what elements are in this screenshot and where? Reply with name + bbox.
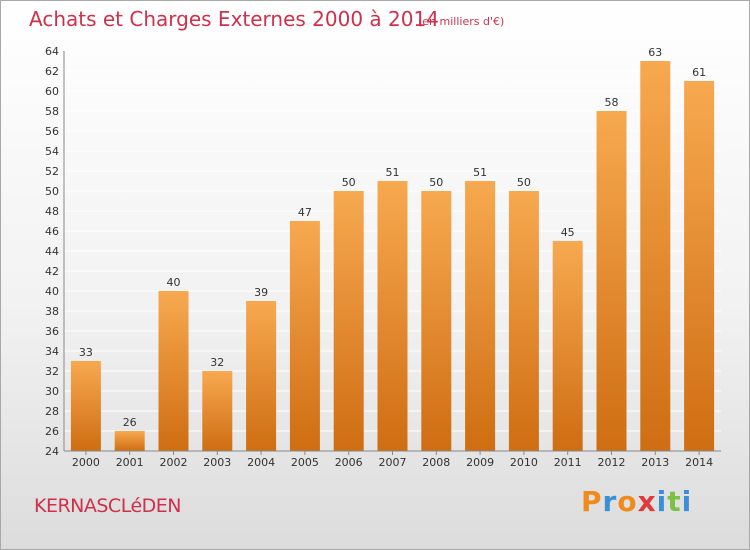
y-tick-label: 58 xyxy=(45,105,59,118)
data-label-2010: 50 xyxy=(517,176,531,189)
data-label-2008: 50 xyxy=(429,176,443,189)
logo-letter: x xyxy=(637,485,657,518)
bar-2008 xyxy=(421,191,452,451)
chart-title: Achats et Charges Externes 2000 à 2014 xyxy=(29,7,439,31)
y-tick-label: 26 xyxy=(45,425,59,438)
bar-2002 xyxy=(158,291,189,451)
y-tick-label: 44 xyxy=(45,245,59,258)
data-label-2000: 33 xyxy=(79,346,93,359)
data-label-2003: 32 xyxy=(210,356,224,369)
x-tick-label: 2005 xyxy=(291,456,319,469)
data-label-2009: 51 xyxy=(473,166,487,179)
y-tick-label: 40 xyxy=(45,285,59,298)
bar-2001 xyxy=(114,431,145,451)
data-label-2011: 45 xyxy=(561,226,575,239)
logo-letter: r xyxy=(602,485,618,518)
data-label-2007: 51 xyxy=(386,166,400,179)
y-tick-label: 30 xyxy=(45,385,59,398)
bar-2011 xyxy=(552,241,583,451)
x-tick-label: 2004 xyxy=(247,456,275,469)
x-tick-label: 2000 xyxy=(72,456,100,469)
x-axis-ticks: 2000 2001 2002 2003 2004 2005 2006 2007 2008 2009… xyxy=(72,451,713,469)
x-tick-label: 2003 xyxy=(203,456,231,469)
y-tick-label: 62 xyxy=(45,65,59,78)
bar-2003 xyxy=(202,371,233,451)
y-tick-label: 32 xyxy=(45,365,59,378)
logo-letter: P xyxy=(581,485,603,518)
bars xyxy=(70,61,715,451)
axes xyxy=(63,51,721,452)
x-tick-label: 2002 xyxy=(160,456,188,469)
bar-2007 xyxy=(377,181,408,451)
y-axis-ticks: 24 26 28 30 32 34 36 38 40 42 44 46 48 50 52 54 56 58 60 62… xyxy=(45,45,59,458)
y-tick-label: 56 xyxy=(45,125,59,138)
y-tick-label: 54 xyxy=(45,145,59,158)
x-tick-label: 2013 xyxy=(641,456,669,469)
bar-2000 xyxy=(70,361,101,451)
y-tick-label: 60 xyxy=(45,85,59,98)
x-tick-label: 2001 xyxy=(116,456,144,469)
y-tick-label: 28 xyxy=(45,405,59,418)
y-tick-label: 34 xyxy=(45,345,59,358)
bar-2005 xyxy=(289,221,320,451)
bar-2013 xyxy=(640,61,671,451)
logo-letter: i xyxy=(681,485,693,518)
y-tick-label: 50 xyxy=(45,185,59,198)
bar-2012 xyxy=(596,111,627,451)
data-label-2014: 61 xyxy=(692,66,706,79)
y-tick-label: 36 xyxy=(45,325,59,338)
x-tick-label: 2014 xyxy=(685,456,713,469)
x-tick-label: 2011 xyxy=(554,456,582,469)
y-tick-label: 42 xyxy=(45,265,59,278)
logo-letter: i xyxy=(656,485,668,518)
x-tick-label: 2007 xyxy=(379,456,407,469)
chart-unit: (en milliers d'€) xyxy=(418,15,505,28)
bar-2009 xyxy=(465,181,496,451)
data-label-2006: 50 xyxy=(342,176,356,189)
bar-2014 xyxy=(684,81,715,451)
bar-2004 xyxy=(246,301,277,451)
proxiti-logo: Proxiti xyxy=(581,485,692,518)
y-tick-label: 64 xyxy=(45,45,59,58)
commune-name: KERNASCLéDEN xyxy=(34,495,182,517)
x-tick-label: 2009 xyxy=(466,456,494,469)
data-label-2004: 39 xyxy=(254,286,268,299)
x-tick-label: 2006 xyxy=(335,456,363,469)
y-tick-label: 46 xyxy=(45,225,59,238)
data-label-2001: 26 xyxy=(123,416,137,429)
x-tick-label: 2012 xyxy=(598,456,626,469)
bar-2010 xyxy=(508,191,539,451)
y-tick-label: 38 xyxy=(45,305,59,318)
bar-2006 xyxy=(333,191,364,451)
y-tick-label: 24 xyxy=(45,445,59,458)
y-tick-label: 48 xyxy=(45,205,59,218)
y-tick-label: 52 xyxy=(45,165,59,178)
x-tick-label: 2008 xyxy=(422,456,450,469)
data-label-2013: 63 xyxy=(648,46,662,59)
x-tick-label: 2010 xyxy=(510,456,538,469)
data-labels: 33 26 40 32 39 47 50 51 50 51 50 45 58 63 61 xyxy=(79,46,706,429)
data-label-2002: 40 xyxy=(167,276,181,289)
data-label-2005: 47 xyxy=(298,206,312,219)
logo-letter: t xyxy=(667,485,682,518)
data-label-2012: 58 xyxy=(605,96,619,109)
logo-letter: o xyxy=(617,485,638,518)
